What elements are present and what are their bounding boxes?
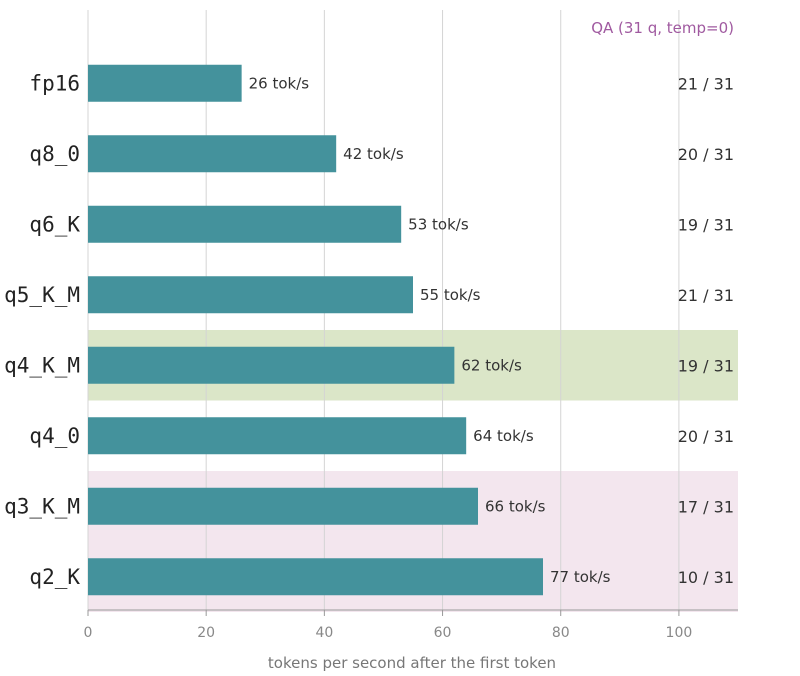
bar-q2_K	[88, 558, 543, 596]
qa-score-q2_K: 10 / 31	[678, 568, 734, 587]
value-label-q5_K_M: 55 tok/s	[420, 286, 481, 304]
value-label-q4_K_M: 62 tok/s	[461, 356, 522, 374]
qa-score-fp16: 21 / 31	[678, 74, 734, 93]
bar-q4_K_M	[88, 346, 455, 384]
bar-q8_0	[88, 135, 337, 173]
labels: fp16 26 tok/s 21 / 31 q8_0 42 tok/s 20 / 31 q6…	[4, 71, 734, 589]
category-label-q8_0: q8_0	[29, 142, 80, 166]
qa-score-q6_K: 19 / 31	[678, 215, 734, 234]
qa-score-q4_0: 20 / 31	[678, 427, 734, 446]
value-label-q4_0: 64 tok/s	[473, 427, 534, 445]
qa-score-q8_0: 20 / 31	[678, 145, 734, 164]
bar-q6_K	[88, 205, 402, 243]
category-label-q5_K_M: q5_K_M	[4, 283, 80, 307]
qa-header: QA (31 q, temp=0)	[591, 19, 734, 37]
category-label-q4_0: q4_0	[29, 424, 80, 448]
tick-label-100: 100	[666, 625, 693, 641]
value-label-q2_K: 77 tok/s	[550, 568, 611, 586]
category-label-q4_K_M: q4_K_M	[4, 353, 80, 377]
qa-score-q5_K_M: 21 / 31	[678, 286, 734, 305]
tick-label-60: 60	[434, 625, 452, 641]
tick-label-80: 80	[552, 625, 570, 641]
bars	[88, 64, 543, 596]
x-axis-title: tokens per second after the first token	[268, 654, 556, 672]
qa-score-q3_K_M: 17 / 31	[678, 497, 734, 516]
qa-score-q4_K_M: 19 / 31	[678, 356, 734, 375]
value-label-fp16: 26 tok/s	[249, 74, 310, 92]
bar-fp16	[88, 64, 242, 102]
value-label-q3_K_M: 66 tok/s	[485, 497, 546, 515]
category-label-q6_K: q6_K	[29, 212, 80, 236]
tick-label-20: 20	[197, 625, 215, 641]
category-label-q3_K_M: q3_K_M	[4, 494, 80, 518]
category-label-fp16: fp16	[29, 71, 80, 95]
x-axis: 0 20 40 60 80 100	[84, 609, 738, 641]
value-label-q6_K: 53 tok/s	[408, 215, 469, 233]
bar-q3_K_M	[88, 487, 478, 525]
bar-q4_0	[88, 417, 467, 455]
value-label-q8_0: 42 tok/s	[343, 145, 404, 163]
tick-label-40: 40	[315, 625, 333, 641]
category-label-q2_K: q2_K	[29, 565, 80, 589]
tick-label-0: 0	[84, 625, 93, 641]
bar-q5_K_M	[88, 276, 413, 314]
